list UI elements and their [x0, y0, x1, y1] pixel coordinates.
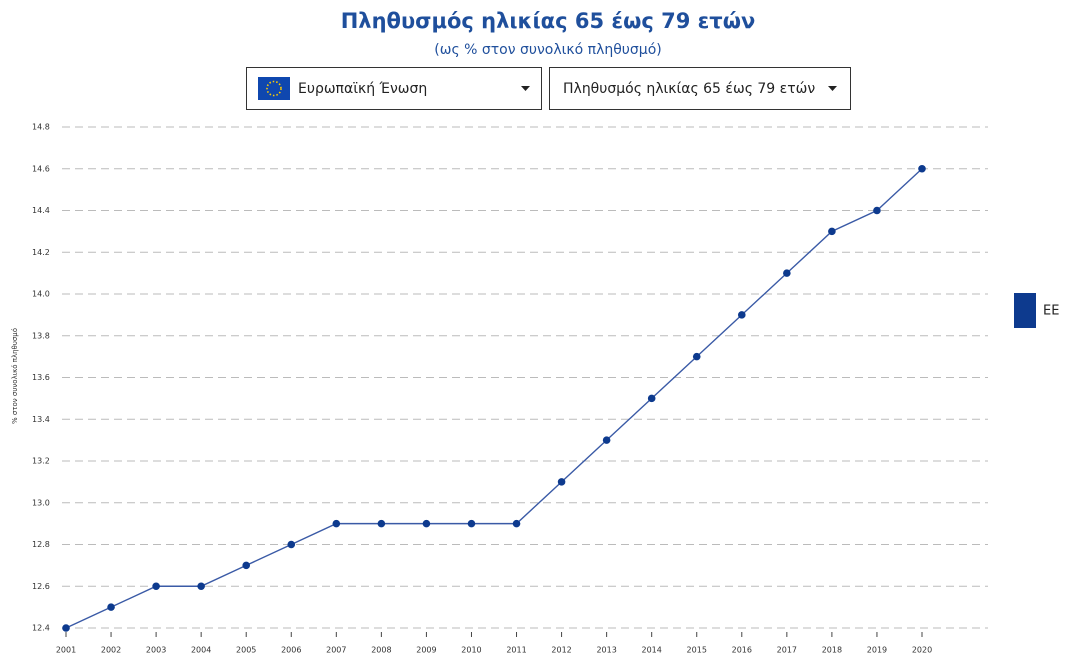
- flag-stars: [266, 80, 282, 97]
- y-axis-label: % στον συνολικό πληθυσμό: [11, 328, 19, 424]
- data-point: [783, 269, 791, 277]
- data-point: [242, 561, 251, 570]
- series-line: [65, 168, 923, 629]
- data-point: [873, 206, 881, 215]
- x-tick-label: 2018: [822, 646, 842, 655]
- data-point: [512, 519, 521, 528]
- dropdown-box[interactable]: [549, 67, 851, 110]
- y-tick-label: 14.4: [32, 206, 50, 215]
- legend-swatch: [1014, 293, 1036, 328]
- dropdown[interactable]: Ευρωπαϊκή Ένωση: [246, 67, 542, 110]
- x-tick-label: 2010: [461, 646, 481, 655]
- y-tick-label: 13.4: [32, 415, 50, 424]
- data-point: [287, 540, 296, 549]
- y-tick-label: 14.6: [32, 164, 50, 173]
- data-point: [602, 436, 611, 444]
- data-point: [62, 624, 70, 632]
- y-tick-label: 14.2: [32, 248, 50, 257]
- x-tick-label: 2008: [371, 646, 391, 655]
- y-tick-label: 14.8: [32, 123, 50, 132]
- chart-subtitle: (ως % στον συνολικό πληθυσμό): [434, 42, 661, 58]
- y-tick-label: 13.0: [32, 498, 50, 507]
- x-tick-label: 2012: [551, 646, 571, 655]
- data-point: [467, 519, 476, 528]
- data-point: [557, 478, 566, 486]
- x-tick-label: 2004: [191, 646, 211, 655]
- caret: [521, 86, 530, 91]
- data-point: [377, 519, 386, 528]
- x-tick-label: 2013: [596, 646, 616, 655]
- y-tick-label: 13.8: [32, 331, 50, 340]
- y-tick-label: 12.8: [32, 540, 50, 549]
- x-tick-label: 2017: [777, 646, 797, 655]
- y-tick-label: 12.6: [32, 582, 50, 591]
- y-tick-label: 12.4: [32, 624, 50, 633]
- y-tick-label: 13.2: [32, 457, 50, 466]
- x-tick-label: 2006: [281, 646, 301, 655]
- data-point: [692, 352, 701, 361]
- data-point: [647, 394, 656, 403]
- data-point: [918, 164, 926, 173]
- dropdown-label[interactable]: Ευρωπαϊκή Ένωση: [298, 81, 427, 97]
- dropdown-box[interactable]: [246, 67, 542, 110]
- legend-label: EE: [1043, 304, 1059, 319]
- x-tick-label: 2003: [146, 646, 166, 655]
- caret: [828, 86, 837, 91]
- x-tick-label: 2005: [236, 646, 256, 655]
- dropdown[interactable]: Πληθυσμός ηλικίας 65 έως 79 ετών: [549, 67, 851, 110]
- x-tick-label: 2002: [101, 646, 121, 655]
- chart-title: Πληθυσμός ηλικίας 65 έως 79 ετών: [341, 9, 756, 33]
- y-tick-label: 13.6: [32, 373, 50, 382]
- x-tick-label: 2020: [912, 646, 932, 655]
- data-point: [422, 519, 431, 528]
- data-point: [828, 227, 836, 236]
- data-point: [107, 603, 115, 611]
- x-tick-label: 2009: [416, 646, 436, 655]
- data-point: [197, 582, 205, 591]
- x-tick-label: 2015: [687, 646, 707, 655]
- data-point: [152, 582, 160, 591]
- x-tick-label: 2019: [867, 646, 887, 655]
- x-tick-label: 2001: [56, 646, 76, 655]
- x-tick-label: 2011: [506, 646, 526, 655]
- x-tick-label: 2007: [326, 646, 346, 655]
- y-tick-label: 14.0: [32, 290, 50, 299]
- dropdown-label[interactable]: Πληθυσμός ηλικίας 65 έως 79 ετών: [563, 81, 815, 97]
- x-tick-label: 2014: [642, 646, 662, 655]
- data-point: [332, 519, 341, 528]
- data-point: [737, 311, 746, 319]
- x-tick-label: 2016: [732, 646, 752, 655]
- eu-flag: [258, 77, 290, 100]
